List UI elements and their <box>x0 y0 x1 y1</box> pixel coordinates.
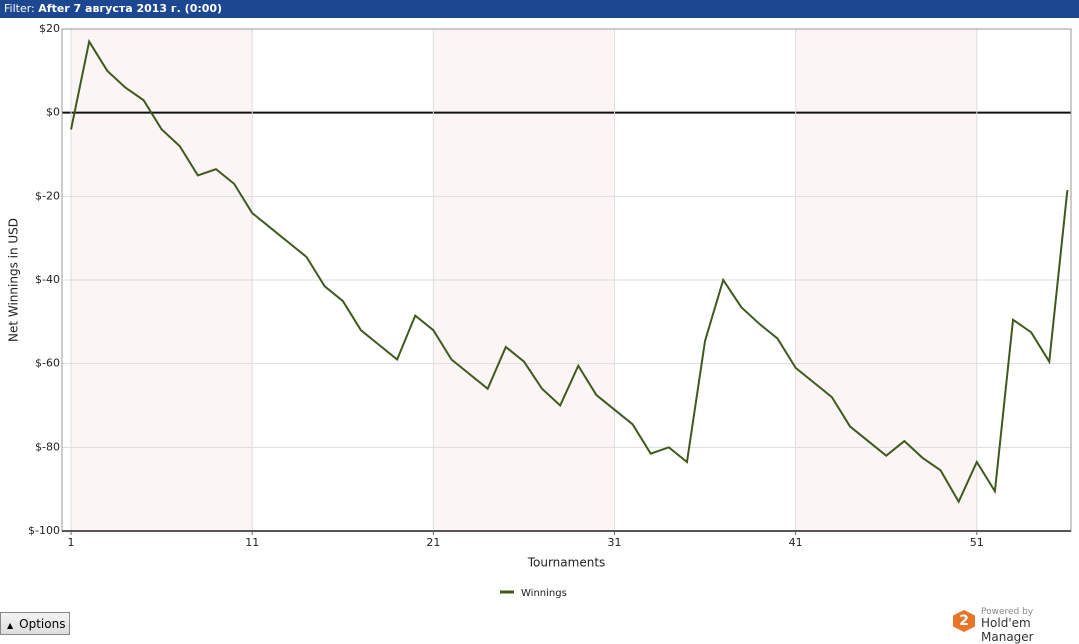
y-tick-label: $-100 <box>28 524 60 537</box>
y-tick-label: $-80 <box>35 440 60 453</box>
logo: 2 <box>953 610 975 632</box>
legend-label: Winnings <box>521 588 567 599</box>
filter-label: Filter: <box>4 2 35 15</box>
line <box>70 38 1069 504</box>
y-tick-label: $-20 <box>35 189 60 202</box>
filter-bar: Filter: After 7 августа 2013 г. (0:00) <box>0 0 1079 18</box>
y-tick-label: $-40 <box>35 273 60 286</box>
y-axis-label: Net Winnings in USD <box>7 218 21 342</box>
y-tick-label: $-60 <box>35 357 60 370</box>
options-label: Options <box>19 617 66 631</box>
x-tick-label: 51 <box>970 536 984 549</box>
brand: Hold'em Manager <box>981 616 1034 644</box>
x-tick-label: 31 <box>608 536 622 549</box>
x-tick-label: 1 <box>68 536 75 549</box>
chart: $-100$-80$-60$-40$-20$0$201 11 21 31 41 51Tou… <box>7 22 1072 599</box>
y-tick-label: $0 <box>46 106 60 119</box>
options-button[interactable]: ▲ Options <box>0 612 70 635</box>
x-tick-label: 11 <box>245 536 259 549</box>
y-tick-label: $20 <box>39 22 60 35</box>
x-axis-label: Tournaments <box>527 556 606 570</box>
filter-value: After 7 августа 2013 г. (0:00) <box>38 2 223 15</box>
powered-by: Powered by <box>981 607 1034 617</box>
x-tick-label: 21 <box>426 536 440 549</box>
x-tick-label: 41 <box>789 536 803 549</box>
